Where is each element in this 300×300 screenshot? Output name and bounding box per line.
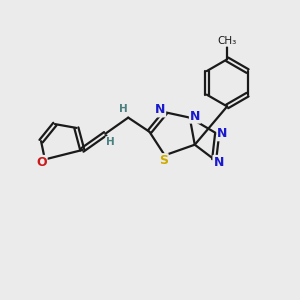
Text: N: N <box>217 127 228 140</box>
Text: N: N <box>155 103 165 116</box>
Text: N: N <box>190 110 200 123</box>
Text: O: O <box>36 156 47 169</box>
Text: S: S <box>159 154 168 167</box>
Text: H: H <box>106 137 115 147</box>
Text: H: H <box>118 104 127 114</box>
Text: CH₃: CH₃ <box>218 36 237 46</box>
Text: N: N <box>213 156 224 169</box>
